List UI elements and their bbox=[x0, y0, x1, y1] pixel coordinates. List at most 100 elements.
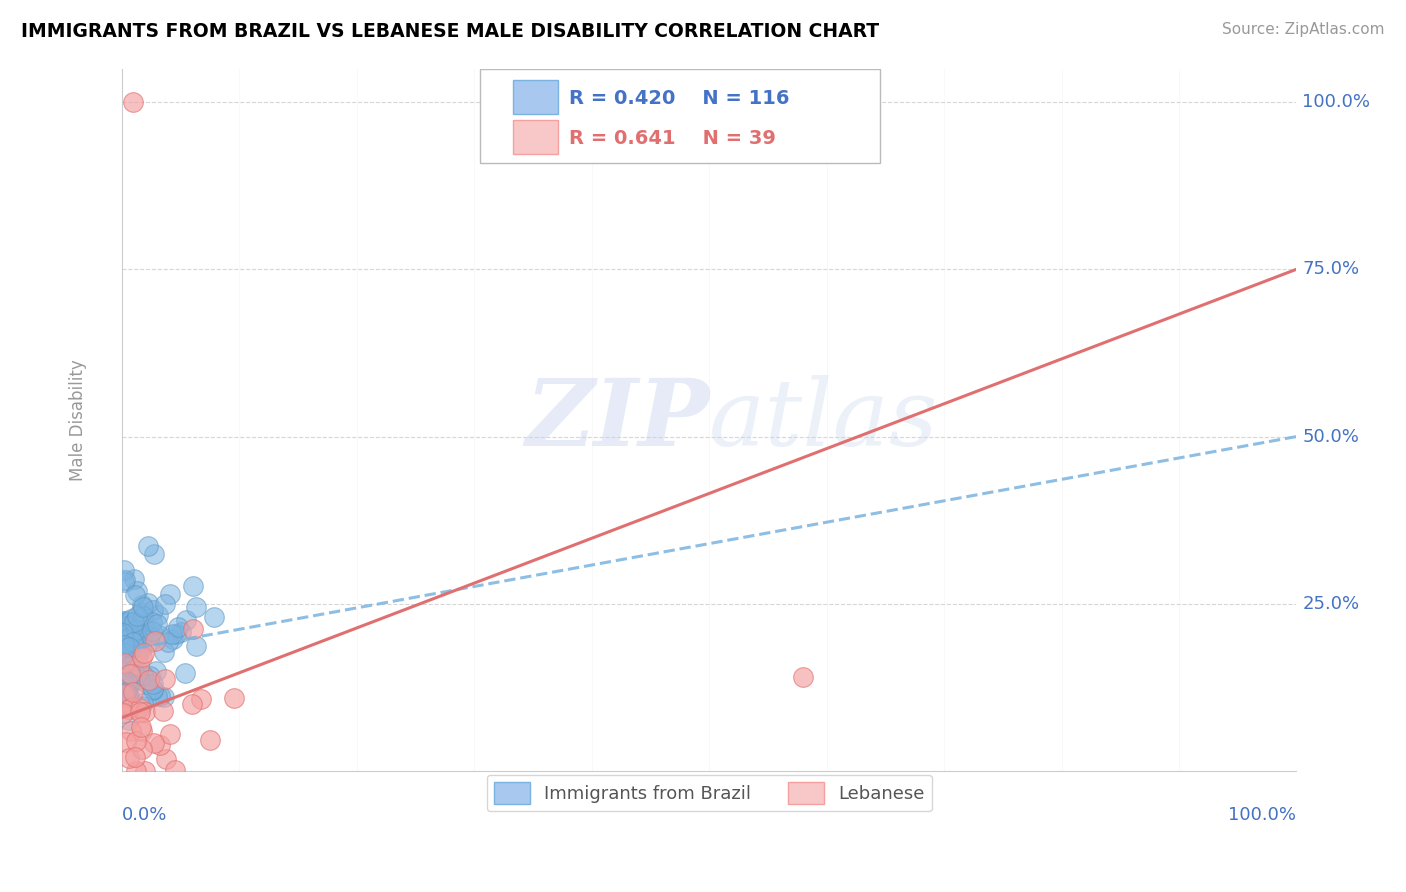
Text: 75.0%: 75.0% bbox=[1302, 260, 1360, 278]
Point bbox=[143, 547, 166, 561]
Point bbox=[170, 624, 193, 639]
Text: R = 0.420    N = 116: R = 0.420 N = 116 bbox=[569, 88, 790, 108]
Point bbox=[138, 669, 160, 683]
Point bbox=[111, 700, 134, 714]
Point bbox=[121, 95, 143, 109]
Point bbox=[118, 621, 141, 635]
Text: 50.0%: 50.0% bbox=[1302, 427, 1360, 446]
Point bbox=[127, 583, 149, 598]
Point bbox=[149, 738, 172, 752]
Point bbox=[134, 764, 156, 779]
Point bbox=[114, 669, 136, 683]
Point bbox=[134, 622, 156, 636]
Point bbox=[118, 751, 141, 765]
Point bbox=[122, 662, 145, 676]
Point bbox=[127, 630, 149, 644]
Point bbox=[111, 689, 134, 703]
Point bbox=[129, 721, 152, 735]
Point bbox=[115, 614, 138, 628]
Point bbox=[118, 666, 141, 681]
Point bbox=[146, 608, 169, 623]
Point bbox=[132, 696, 155, 710]
Point bbox=[184, 600, 207, 615]
Point bbox=[118, 640, 141, 655]
Point bbox=[153, 690, 176, 704]
Point bbox=[122, 635, 145, 649]
Point bbox=[198, 732, 221, 747]
Point bbox=[120, 674, 142, 689]
Point bbox=[114, 632, 136, 647]
Point bbox=[124, 588, 146, 602]
Text: 100.0%: 100.0% bbox=[1302, 93, 1371, 111]
Point bbox=[117, 675, 139, 690]
Point bbox=[111, 680, 134, 694]
Point bbox=[142, 602, 165, 616]
Point bbox=[118, 667, 141, 681]
Point bbox=[128, 701, 150, 715]
Point bbox=[134, 705, 156, 719]
Point bbox=[121, 699, 143, 714]
Point bbox=[136, 596, 159, 610]
Point bbox=[181, 697, 204, 711]
Point bbox=[146, 689, 169, 703]
Point bbox=[131, 598, 153, 612]
Point bbox=[120, 724, 142, 739]
Point bbox=[131, 724, 153, 739]
Point bbox=[174, 613, 197, 627]
Text: 0.0%: 0.0% bbox=[122, 806, 167, 824]
Point bbox=[131, 650, 153, 665]
Point bbox=[115, 673, 138, 687]
Point bbox=[792, 670, 814, 684]
Point bbox=[114, 685, 136, 699]
Point bbox=[112, 656, 135, 670]
Point bbox=[121, 643, 143, 657]
Point bbox=[118, 713, 141, 727]
Point bbox=[114, 640, 136, 654]
Point bbox=[120, 629, 142, 643]
Point bbox=[129, 605, 152, 619]
Point bbox=[184, 639, 207, 653]
Point bbox=[145, 664, 167, 678]
Point bbox=[117, 681, 139, 696]
Point bbox=[118, 702, 141, 716]
Point bbox=[165, 763, 187, 777]
Point bbox=[112, 563, 135, 577]
Point bbox=[127, 648, 149, 663]
Point bbox=[155, 751, 177, 765]
Point bbox=[181, 579, 204, 593]
Point bbox=[118, 636, 141, 650]
Point bbox=[159, 587, 181, 601]
Point bbox=[122, 685, 145, 699]
Point bbox=[138, 673, 160, 688]
Point bbox=[114, 574, 136, 588]
Point bbox=[124, 749, 146, 764]
Point bbox=[141, 615, 163, 629]
Point bbox=[142, 681, 165, 696]
Point bbox=[111, 643, 134, 657]
Text: Source: ZipAtlas.com: Source: ZipAtlas.com bbox=[1222, 22, 1385, 37]
Point bbox=[111, 706, 134, 720]
Point bbox=[115, 656, 138, 670]
Point bbox=[141, 624, 163, 638]
Point bbox=[124, 639, 146, 653]
Point bbox=[162, 626, 184, 640]
Point bbox=[118, 648, 141, 663]
Point bbox=[148, 628, 170, 642]
Point bbox=[159, 727, 181, 741]
Point bbox=[131, 631, 153, 645]
Point bbox=[131, 741, 153, 756]
Text: R = 0.641    N = 39: R = 0.641 N = 39 bbox=[569, 129, 776, 148]
Point bbox=[181, 622, 204, 636]
FancyBboxPatch shape bbox=[481, 69, 880, 163]
Point bbox=[131, 667, 153, 681]
Point bbox=[153, 645, 176, 659]
Point bbox=[136, 629, 159, 643]
Point bbox=[115, 649, 138, 664]
Point bbox=[115, 734, 138, 748]
Point bbox=[173, 665, 195, 680]
Point bbox=[111, 686, 134, 700]
Point bbox=[125, 609, 148, 624]
Point bbox=[142, 677, 165, 691]
Point bbox=[112, 646, 135, 660]
Point bbox=[129, 699, 152, 714]
